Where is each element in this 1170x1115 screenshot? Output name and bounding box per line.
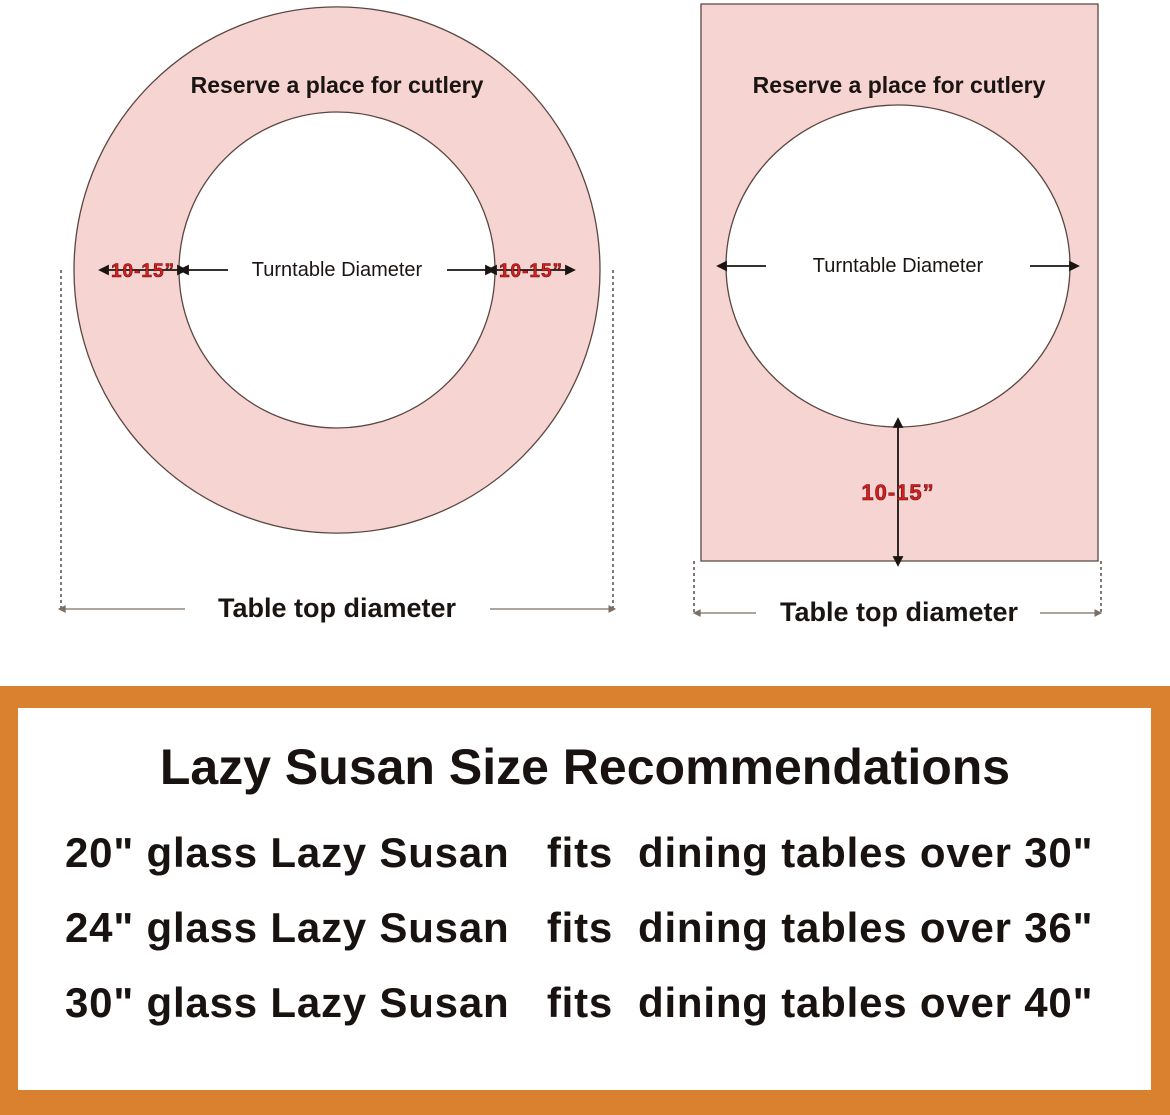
svg-text:Table top diameter: Table top diameter: [218, 593, 457, 623]
svg-text:10-15”: 10-15”: [499, 261, 563, 282]
svg-text:Reserve a place for cutlery: Reserve a place for cutlery: [191, 72, 484, 98]
svg-text:Turntable Diameter: Turntable Diameter: [252, 259, 423, 281]
svg-text:Turntable Diameter: Turntable Diameter: [813, 255, 984, 277]
svg-text:10-15”: 10-15”: [861, 480, 934, 505]
svg-text:Table top diameter: Table top diameter: [780, 597, 1019, 627]
svg-text:Reserve a place for cutlery: Reserve a place for cutlery: [753, 72, 1046, 98]
svg-text:10-15”: 10-15”: [111, 261, 175, 282]
